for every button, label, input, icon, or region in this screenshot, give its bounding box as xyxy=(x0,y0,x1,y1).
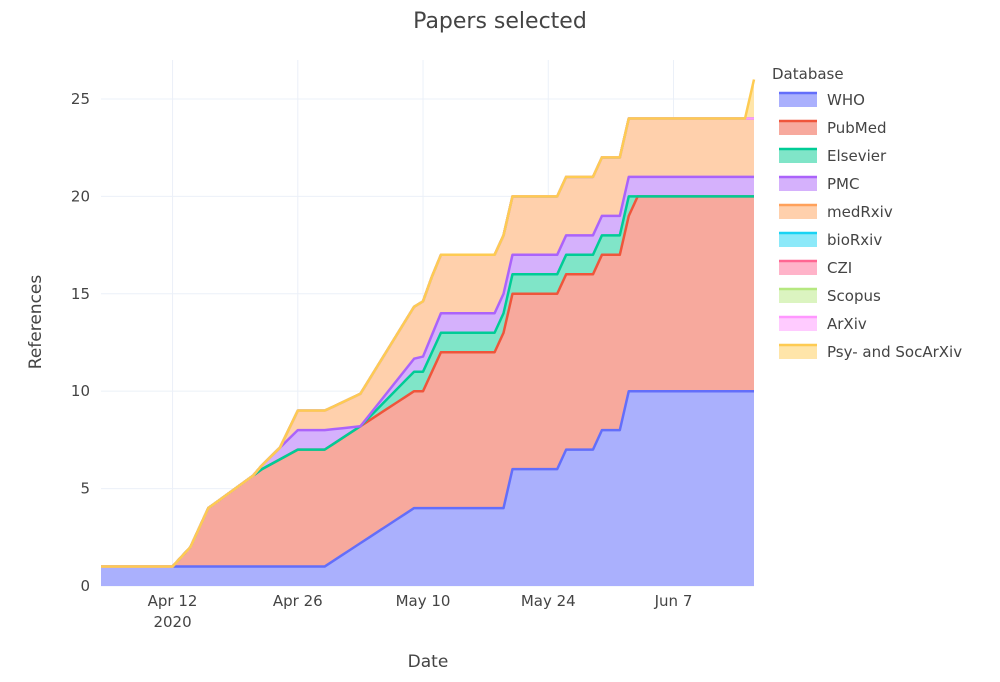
series-line xyxy=(101,389,754,568)
y-tick-label: 10 xyxy=(71,382,90,400)
legend-label: Elsevier xyxy=(827,147,887,165)
series-areas xyxy=(101,79,754,586)
legend-label: medRxiv xyxy=(827,203,893,221)
x-tick-label: May 24 xyxy=(521,592,576,610)
legend-label: Scopus xyxy=(827,287,881,305)
y-axis-title: References xyxy=(26,275,46,370)
legend-label: PubMed xyxy=(827,119,887,137)
legend-swatch xyxy=(779,233,817,247)
x-tick-label: Apr 12 xyxy=(148,592,198,610)
series-line xyxy=(101,79,756,568)
legend-swatch xyxy=(779,205,817,219)
legend-item[interactable]: WHO xyxy=(779,91,865,109)
x-tick-label: Jun 7 xyxy=(654,592,693,610)
legend-item[interactable]: Scopus xyxy=(779,287,881,305)
chart-title: Papers selected xyxy=(413,9,587,34)
y-tick-label: 0 xyxy=(80,577,90,595)
legend-swatch xyxy=(779,317,817,331)
y-tick-label: 20 xyxy=(71,187,90,205)
legend-item[interactable]: ArXiv xyxy=(779,315,867,333)
legend-label: Psy- and SocArXiv xyxy=(827,343,962,361)
legend-swatch xyxy=(779,345,817,359)
legend-item[interactable]: PubMed xyxy=(779,119,887,137)
x-tick-label: May 10 xyxy=(396,592,451,610)
x-tick-sublabel: 2020 xyxy=(153,613,191,631)
legend-swatch xyxy=(779,149,817,163)
series-area xyxy=(101,391,754,586)
legend-title: Database xyxy=(772,65,844,83)
legend-item[interactable]: medRxiv xyxy=(779,203,893,221)
legend-swatch xyxy=(779,261,817,275)
legend-item[interactable]: CZI xyxy=(779,259,852,277)
x-axis-title: Date xyxy=(408,652,449,672)
series-lines xyxy=(101,79,756,568)
legend: Database WHO PubMed Elsevier PMC medRxiv bioR… xyxy=(772,65,962,361)
legend-swatch xyxy=(779,93,817,107)
x-axis-ticks: Apr 12 2020 Apr 26 May 10 May 24 Jun 7 xyxy=(148,592,693,631)
legend-label: ArXiv xyxy=(827,315,867,333)
legend-label: CZI xyxy=(827,259,852,277)
legend-item[interactable]: PMC xyxy=(779,175,859,193)
legend-swatch xyxy=(779,177,817,191)
legend-item[interactable]: Psy- and SocArXiv xyxy=(779,343,962,361)
y-axis-ticks: 0 5 10 15 20 25 xyxy=(71,90,90,595)
legend-item[interactable]: Elsevier xyxy=(779,147,887,165)
legend-label: PMC xyxy=(827,175,859,193)
legend-label: bioRxiv xyxy=(827,231,882,249)
legend-swatch xyxy=(779,289,817,303)
legend-item[interactable]: bioRxiv xyxy=(779,231,882,249)
legend-swatch xyxy=(779,121,817,135)
legend-label: WHO xyxy=(827,91,865,109)
y-tick-label: 5 xyxy=(80,480,90,498)
x-tick-label: Apr 26 xyxy=(273,592,323,610)
y-tick-label: 25 xyxy=(71,90,90,108)
y-tick-label: 15 xyxy=(71,285,90,303)
